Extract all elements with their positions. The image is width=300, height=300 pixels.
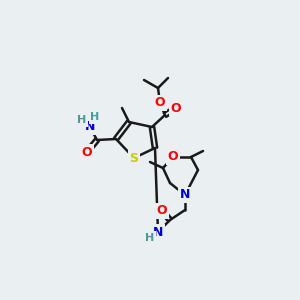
Text: N: N	[180, 188, 190, 202]
Text: N: N	[153, 226, 163, 238]
Text: O: O	[168, 151, 178, 164]
Text: N: N	[85, 121, 95, 134]
Text: O: O	[155, 97, 165, 110]
Text: O: O	[171, 101, 181, 115]
Text: H: H	[77, 115, 87, 125]
Text: O: O	[82, 146, 92, 158]
Text: S: S	[130, 152, 139, 164]
Text: O: O	[157, 205, 167, 218]
Text: H: H	[146, 233, 154, 243]
Text: H: H	[90, 112, 100, 122]
